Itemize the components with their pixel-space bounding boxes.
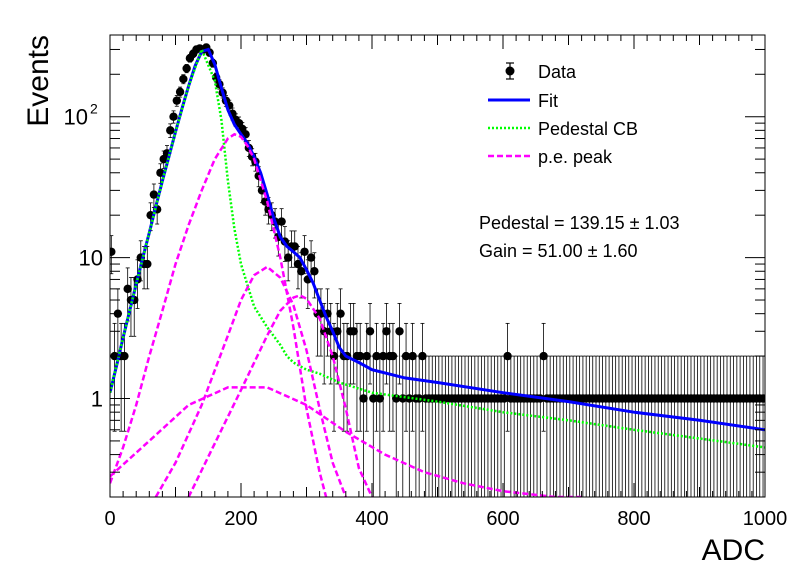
data-point bbox=[401, 351, 411, 361]
y-tick-exponent: 2 bbox=[90, 101, 98, 117]
data-point bbox=[349, 327, 358, 336]
data-point bbox=[408, 351, 417, 361]
data-point bbox=[120, 351, 129, 361]
gain-annotation: Gain = 51.00 ± 1.60 bbox=[479, 241, 638, 261]
legend-entry-pe-peak: p.e. peak bbox=[488, 147, 613, 167]
data-point bbox=[500, 394, 509, 403]
data-point bbox=[418, 351, 427, 361]
data-point bbox=[539, 351, 548, 361]
data-point bbox=[290, 242, 299, 251]
data-point bbox=[369, 394, 378, 403]
data-point bbox=[143, 259, 152, 269]
x-tick-label: 600 bbox=[486, 508, 519, 530]
data-point bbox=[110, 247, 116, 256]
legend-entry-fit: Fit bbox=[488, 91, 558, 111]
data-point bbox=[333, 327, 342, 336]
legend-entry-data: Data bbox=[505, 62, 577, 82]
data-point bbox=[359, 394, 368, 403]
data-point bbox=[395, 327, 404, 336]
data-point bbox=[388, 351, 398, 361]
series-6-p-e-peak-curve bbox=[110, 386, 582, 497]
legend: Data Fit Pedestal CB p.e. peak bbox=[488, 62, 638, 167]
legend-label-fit: Fit bbox=[538, 91, 558, 111]
data-point bbox=[503, 351, 512, 361]
data-point bbox=[382, 327, 391, 336]
data-point bbox=[179, 74, 188, 84]
data-point bbox=[172, 96, 182, 105]
data-point bbox=[123, 284, 132, 294]
data-point bbox=[166, 126, 175, 135]
data-point bbox=[175, 87, 185, 97]
data-point bbox=[149, 190, 159, 199]
data-point bbox=[293, 259, 303, 269]
series-4-p-e-peak-curve bbox=[154, 265, 347, 497]
legend-entry-pedestal-cb: Pedestal CB bbox=[488, 119, 638, 139]
x-tick-label: 1000 bbox=[743, 508, 788, 530]
legend-label-pe-peak: p.e. peak bbox=[538, 147, 613, 167]
data-point bbox=[277, 217, 286, 226]
data-point bbox=[375, 394, 385, 403]
legend-label-pedestal-cb: Pedestal CB bbox=[538, 119, 638, 139]
data-point bbox=[310, 267, 319, 276]
legend-label-data: Data bbox=[538, 62, 577, 82]
y-axis-title: Events bbox=[22, 35, 55, 127]
data-point bbox=[306, 253, 316, 262]
x-axis-title: ADC bbox=[702, 534, 765, 567]
series-5-p-e-peak-curve bbox=[187, 293, 374, 497]
data-point bbox=[283, 253, 293, 262]
y-tick-label: 10 bbox=[79, 246, 103, 271]
pedestal-annotation: Pedestal = 139.15 ± 1.03 bbox=[479, 213, 680, 233]
data-point bbox=[336, 309, 345, 318]
x-tick-label: 800 bbox=[617, 508, 650, 530]
x-tick-label: 200 bbox=[224, 508, 257, 530]
data-point bbox=[378, 351, 388, 361]
data-point bbox=[169, 112, 178, 121]
data-series-layer bbox=[110, 43, 765, 497]
data-point bbox=[300, 247, 309, 256]
series-3-p-e-peak-curve bbox=[110, 132, 328, 497]
data-point bbox=[182, 64, 191, 73]
data-point bbox=[372, 351, 381, 361]
y-tick-label: 1 bbox=[91, 387, 103, 412]
x-tick-label: 0 bbox=[104, 508, 115, 530]
data-point bbox=[392, 394, 401, 403]
data-point bbox=[356, 351, 365, 361]
data-point bbox=[365, 327, 375, 336]
x-tick-label: 400 bbox=[355, 508, 388, 530]
data-point bbox=[362, 351, 371, 361]
legend-marker-data bbox=[505, 66, 515, 76]
y-tick-label: 10 bbox=[64, 105, 88, 130]
